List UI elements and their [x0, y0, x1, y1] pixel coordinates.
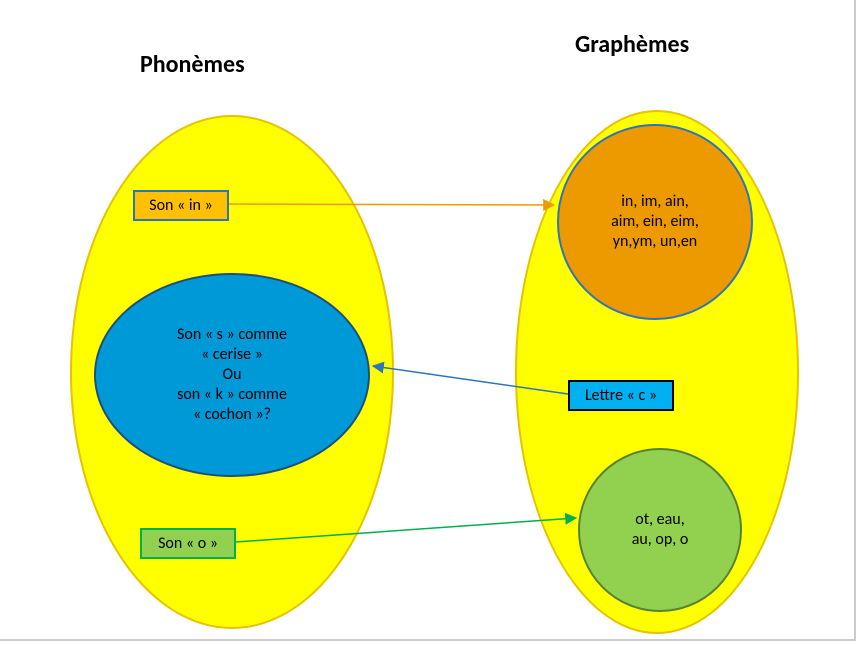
grapheme-o-text: ot, eau, au, op, o [632, 510, 689, 550]
diagram-canvas: Phonèmes Graphèmes Son « s » comme « cer… [0, 0, 856, 641]
label-son-in: Son « in » [133, 190, 229, 221]
phoneme-c-ellipse: Son « s » comme « cerise » Ou son « k » … [94, 273, 370, 477]
label-lettre-c: Lettre « c » [568, 380, 674, 411]
title-graphemes: Graphèmes [575, 30, 689, 59]
phoneme-c-text: Son « s » comme « cerise » Ou son « k » … [177, 325, 287, 425]
grapheme-in-text: in, im, ain, aim, ein, eim, yn,ym, un,en [611, 192, 699, 252]
title-phonemes: Phonèmes [140, 50, 245, 79]
label-son-o: Son « o » [140, 528, 236, 559]
grapheme-o-circle: ot, eau, au, op, o [578, 448, 742, 612]
grapheme-in-circle: in, im, ain, aim, ein, eim, yn,ym, un,en [557, 124, 753, 320]
